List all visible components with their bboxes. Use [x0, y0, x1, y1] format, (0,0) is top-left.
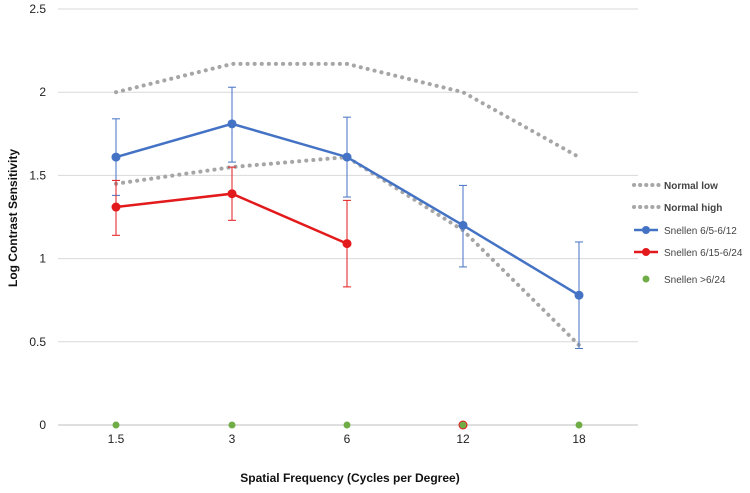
legend-label-normal-high: Normal high [664, 203, 722, 214]
y-tick-labels: 0 0.5 1 1.5 2 2.5 [29, 2, 46, 432]
data-point-snellen-6-5-6-12 [458, 220, 468, 230]
data-point-snellen-6-15-6-24 [342, 239, 352, 249]
x-tick-label: 6 [344, 432, 351, 446]
data-point-snellen-6-5-6-12 [227, 119, 237, 129]
y-axis-title: Log Contrast Sensitivity [6, 149, 20, 287]
data-point-snellen-6-5-6-12 [342, 152, 352, 162]
legend-marker-snellen-6-15-6-24 [642, 248, 650, 256]
y-tick-label: 0 [39, 418, 46, 432]
legend-label-snellen-6-24: Snellen >6/24 [664, 275, 726, 286]
legend-label-snellen-6-5-6-12: Snellen 6/5-6/12 [664, 226, 737, 237]
legend-label-snellen-6-15-6-24: Snellen 6/15-6/24 [664, 248, 743, 259]
legend-marker-snellen-6-5-6-12 [642, 226, 650, 234]
gridlines [58, 8, 638, 426]
data-point-snellen-6-24 [228, 421, 236, 429]
x-axis-title: Spatial Frequency (Cycles per Degree) [240, 471, 459, 485]
y-tick-label: 2.5 [29, 2, 46, 16]
data-point-snellen-6-5-6-12 [111, 152, 121, 162]
series-line-normal-high [114, 61, 581, 160]
x-tick-labels: 1.5 3 6 12 18 [108, 432, 586, 446]
data-point-snellen-6-15-6-24 [111, 202, 121, 212]
data-point-snellen-6-24 [343, 421, 351, 429]
y-tick-label: 2 [39, 85, 46, 99]
y-tick-label: 0.5 [29, 335, 46, 349]
x-tick-label: 12 [456, 432, 470, 446]
data-point-snellen-6-24 [575, 421, 583, 429]
legend: Normal low Normal high Snellen 6/5-6/12 Sne… [632, 181, 743, 286]
legend-marker-snellen-6-24 [642, 275, 650, 283]
series-layer [111, 61, 584, 430]
y-tick-label: 1 [39, 252, 46, 266]
data-point-snellen-6-15-6-24 [227, 189, 237, 199]
data-point-snellen-6-24 [112, 421, 120, 429]
x-tick-label: 18 [572, 432, 586, 446]
data-point-snellen-6-24 [459, 421, 467, 429]
x-tick-label: 3 [229, 432, 236, 446]
y-tick-label: 1.5 [29, 168, 46, 182]
legend-label-normal-low: Normal low [664, 181, 718, 192]
data-point-snellen-6-5-6-12 [574, 290, 584, 300]
x-tick-label: 1.5 [108, 432, 125, 446]
